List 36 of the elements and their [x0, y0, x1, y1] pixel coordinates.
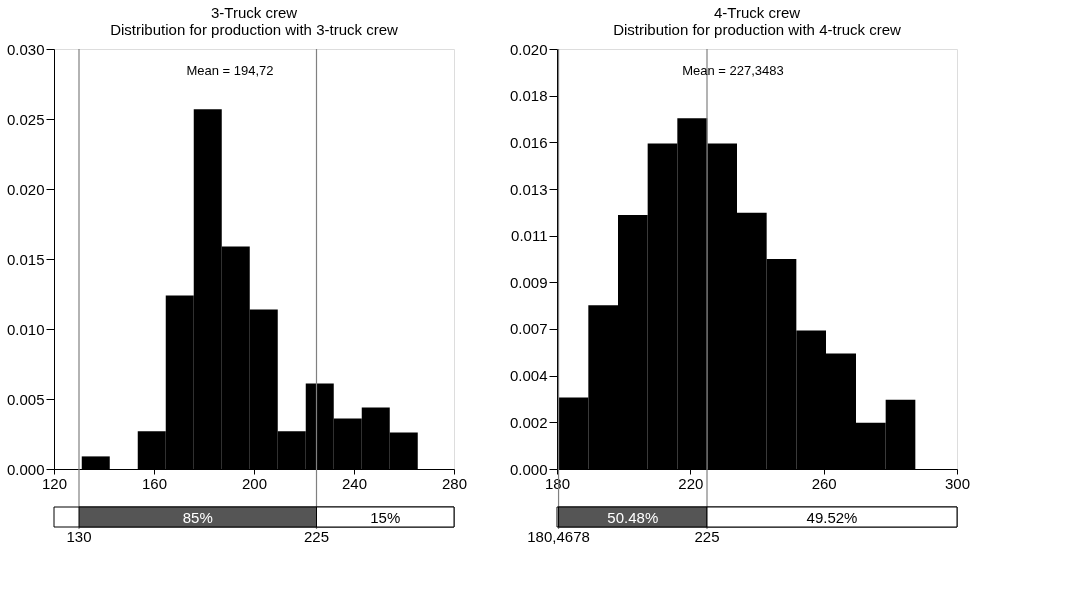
- y-tick-label: 0.010: [6, 320, 45, 338]
- annotation: Mean = 194,72: [186, 63, 274, 78]
- y-tick-label: 0.007: [509, 320, 548, 338]
- ref-line-label: 130: [66, 528, 92, 545]
- y-tick-label: 0.020: [6, 180, 45, 198]
- x-tick-label: 300: [944, 474, 971, 492]
- text: 85%: [182, 509, 213, 526]
- y-tick-label: 0.016: [509, 133, 548, 151]
- ref-line-label: 180,4678: [527, 528, 590, 545]
- annotation: Mean = 227,3483: [682, 63, 784, 78]
- ref-line-label: 225: [694, 528, 720, 545]
- chart-subtitle: Distribution for production with 4-truck crew: [613, 21, 901, 38]
- y-tick-label: 0.015: [6, 250, 45, 268]
- x-tick-label: 220: [678, 474, 704, 492]
- y-tick-label: 0.013: [509, 180, 548, 198]
- y-tick-label: 0.009: [509, 273, 548, 291]
- chart-title: 3-Truck crew: [210, 4, 298, 21]
- chart-subtitle: Distribution for production with 3-truck crew: [110, 21, 398, 38]
- y-tick-label: 0.011: [511, 227, 548, 245]
- x-tick-label: 260: [811, 474, 837, 492]
- chart-title: 4-Truck crew: [713, 4, 801, 21]
- text: 49.52%: [806, 509, 858, 526]
- text: 50.48%: [607, 509, 659, 526]
- y-tick-label: 0.025: [6, 110, 45, 128]
- x-tick-label: 280: [441, 474, 468, 492]
- x-tick-label: 160: [141, 474, 168, 492]
- y-tick-label: 0.020: [509, 40, 548, 58]
- y-tick-label: 0.002: [509, 413, 548, 431]
- y-tick-label: 0.030: [6, 40, 45, 58]
- text: 15%: [370, 509, 401, 526]
- y-tick-label: 0.005: [6, 390, 45, 408]
- ref-line-label: 225: [303, 528, 330, 545]
- y-tick-label: 0.004: [509, 367, 548, 385]
- y-tick-label: 0.018: [509, 87, 548, 105]
- x-tick-label: 200: [241, 474, 268, 492]
- x-tick-label: 240: [341, 474, 368, 492]
